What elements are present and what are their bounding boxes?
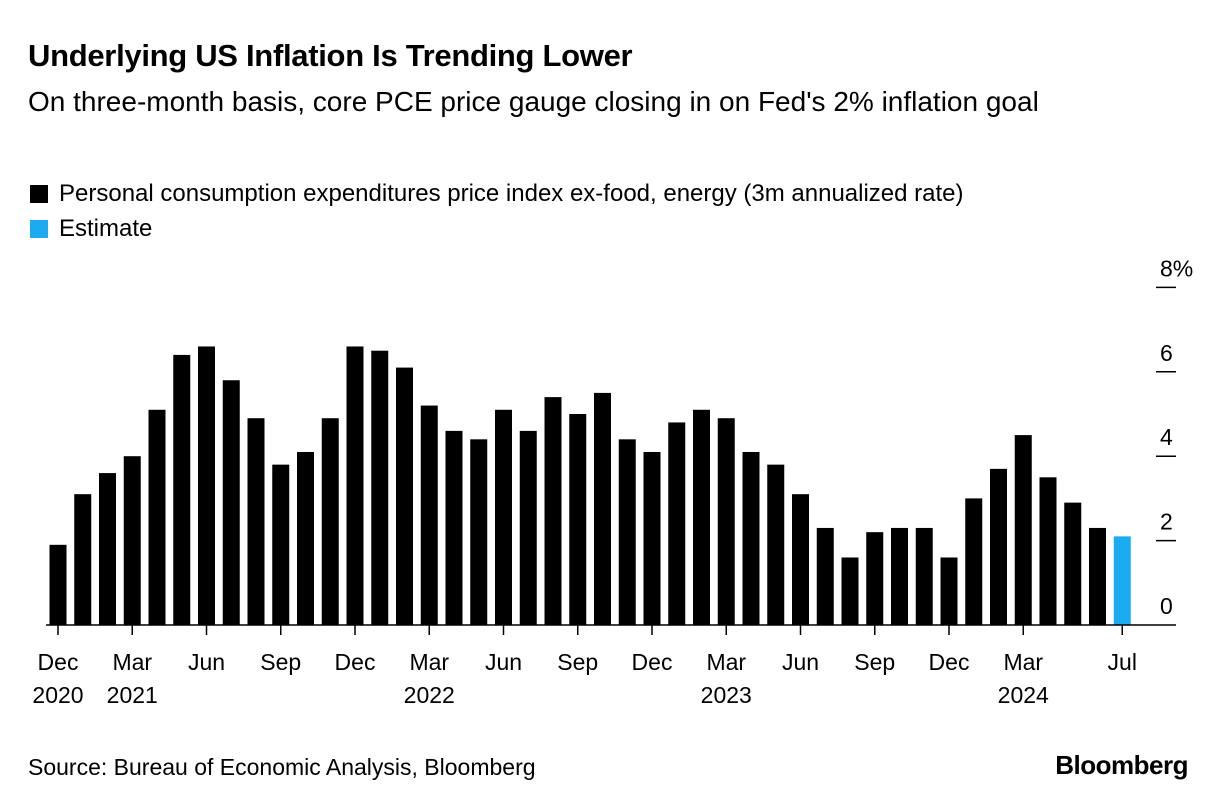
x-tick-label-12: Dec <box>335 649 376 675</box>
legend-label-pce: Personal consumption expenditures price … <box>59 180 964 207</box>
bar-22 <box>594 392 611 625</box>
bar-14 <box>396 367 413 625</box>
bar-2 <box>99 473 116 625</box>
x-year-label-15: 2022 <box>404 682 455 708</box>
bar-4 <box>148 409 166 625</box>
y-tick-label-2: 2 <box>1160 509 1173 535</box>
bar-21 <box>569 414 587 625</box>
bar-34 <box>891 527 908 625</box>
bar-41 <box>1064 502 1082 625</box>
x-tick-label-18: Jun <box>485 649 522 675</box>
y-tick-label-6: 6 <box>1160 340 1173 366</box>
bar-33 <box>866 532 884 625</box>
legend-item-pce: Personal consumption expenditures price … <box>30 180 964 208</box>
y-tick-label-8: 8% <box>1160 255 1193 281</box>
bar-17 <box>470 439 488 625</box>
bar-36 <box>940 557 958 625</box>
x-year-label-39: 2024 <box>998 682 1049 708</box>
bar-25 <box>668 422 686 625</box>
bar-20 <box>544 397 562 625</box>
x-year-label-3: 2021 <box>107 682 158 708</box>
bar-32 <box>841 557 859 625</box>
legend-swatch-pce <box>30 185 48 203</box>
bar-12 <box>346 346 364 625</box>
bar-estimate-0 <box>1113 536 1131 625</box>
x-tick-label-43: Jul <box>1108 649 1137 675</box>
bar-5 <box>173 354 191 625</box>
bar-29 <box>767 464 785 625</box>
x-tick-label-33: Sep <box>854 649 895 675</box>
chart-subtitle: On three-month basis, core PCE price gau… <box>28 86 1039 117</box>
bar-16 <box>445 430 463 625</box>
bar-6 <box>198 346 215 625</box>
bar-13 <box>371 350 389 625</box>
bloomberg-logo: Bloomberg <box>1055 750 1188 780</box>
bar-11 <box>321 418 339 625</box>
bar-1 <box>74 494 92 625</box>
bar-9 <box>272 464 290 625</box>
x-tick-label-0: Dec <box>38 649 79 675</box>
bar-39 <box>1014 435 1032 625</box>
x-year-label-0: 2020 <box>32 682 83 708</box>
bar-28 <box>742 451 760 625</box>
x-tick-label-9: Sep <box>260 649 301 675</box>
x-tick-label-24: Dec <box>632 649 673 675</box>
x-tick-label-6: Jun <box>188 649 225 675</box>
y-tick-label-4: 4 <box>1160 424 1173 450</box>
y-tick-label-0: 0 <box>1160 593 1173 619</box>
bar-40 <box>1039 477 1057 625</box>
bar-18 <box>495 409 512 625</box>
bar-0 <box>49 544 67 625</box>
x-tick-label-27: Mar <box>706 649 746 675</box>
x-tick-label-39: Mar <box>1003 649 1043 675</box>
x-tick-label-30: Jun <box>782 649 819 675</box>
bar-26 <box>693 409 710 625</box>
bar-10 <box>297 451 314 625</box>
bar-37 <box>965 498 983 625</box>
bar-30 <box>792 494 809 625</box>
bar-42 <box>1089 527 1106 625</box>
bar-24 <box>643 451 661 625</box>
legend-item-estimate: Estimate <box>30 215 152 243</box>
x-tick-label-36: Dec <box>929 649 970 675</box>
legend-label-estimate: Estimate <box>59 215 153 242</box>
chart-title: Underlying US Inflation Is Trending Lowe… <box>28 38 633 73</box>
bar-31 <box>816 527 834 625</box>
bar-3 <box>123 456 141 625</box>
x-tick-label-3: Mar <box>112 649 152 675</box>
source-note: Source: Bureau of Economic Analysis, Blo… <box>28 754 536 780</box>
bar-38 <box>990 468 1007 625</box>
bar-15 <box>420 405 438 625</box>
x-tick-label-15: Mar <box>409 649 449 675</box>
x-year-label-27: 2023 <box>701 682 752 708</box>
bar-19 <box>519 430 537 625</box>
bar-8 <box>247 418 265 625</box>
bar-27 <box>717 418 735 625</box>
bar-23 <box>618 439 636 625</box>
bar-7 <box>222 380 240 625</box>
x-tick-label-21: Sep <box>557 649 598 675</box>
legend-swatch-estimate <box>30 220 48 238</box>
bar-35 <box>915 527 933 625</box>
